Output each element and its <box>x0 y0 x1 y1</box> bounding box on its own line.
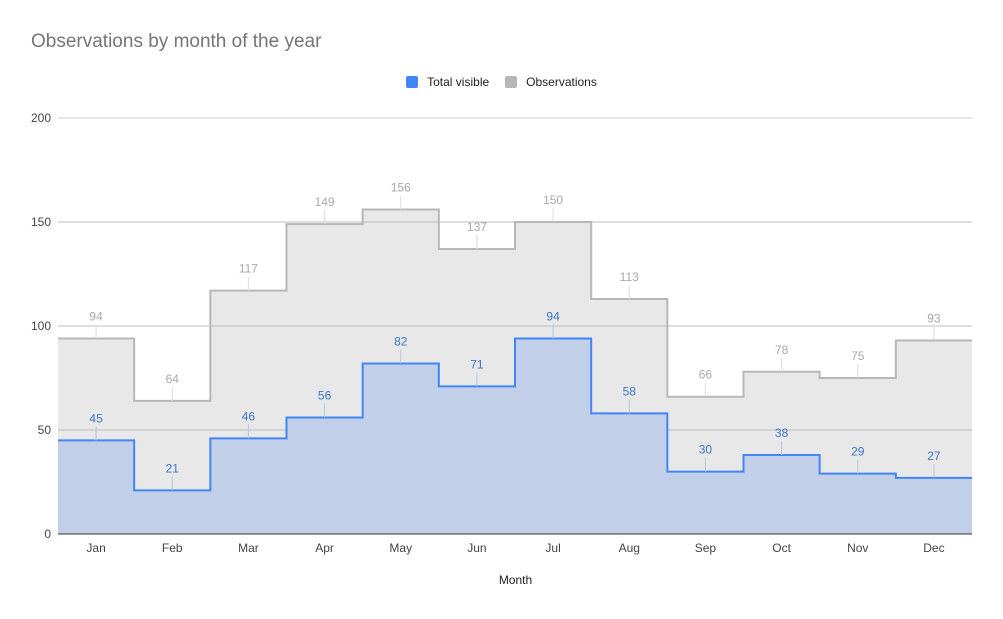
observations-data-label: 117 <box>239 262 258 276</box>
observations-data-label: 66 <box>699 368 713 382</box>
y-tick-label: 0 <box>44 527 51 541</box>
x-tick-label: Oct <box>772 541 791 555</box>
x-tick-label: Mar <box>238 541 259 555</box>
legend: Total visible Observations <box>0 75 1003 89</box>
x-tick-label: Dec <box>923 541 944 555</box>
observations-data-label: 137 <box>467 220 487 234</box>
y-tick-label: 150 <box>31 215 51 229</box>
total-visible-data-label: 58 <box>623 384 637 398</box>
legend-swatch-observations <box>505 76 518 88</box>
legend-label-total-visible: Total visible <box>427 75 490 89</box>
total-visible-data-label: 30 <box>699 443 713 457</box>
legend-item-total-visible[interactable]: Total visible <box>406 75 489 89</box>
legend-item-observations[interactable]: Observations <box>505 75 597 89</box>
total-visible-data-label: 82 <box>394 334 408 348</box>
total-visible-data-label: 71 <box>470 357 484 371</box>
legend-swatch-total-visible <box>406 76 419 88</box>
x-tick-label: Jun <box>467 541 486 555</box>
total-visible-data-label: 56 <box>318 389 332 403</box>
observations-data-label: 150 <box>543 193 563 207</box>
observations-line <box>58 208 972 402</box>
x-tick-label: Nov <box>847 541 868 555</box>
observations-data-label: 149 <box>315 195 335 209</box>
observations-data-label: 156 <box>391 181 411 195</box>
observations-data-label: 94 <box>89 309 103 323</box>
total-visible-area <box>58 338 972 534</box>
total-visible-data-label: 94 <box>546 309 560 323</box>
x-tick-label: Jan <box>86 541 105 555</box>
observations-data-label: 75 <box>851 349 865 363</box>
total-visible-data-label: 45 <box>89 411 103 425</box>
observations-data-label: 78 <box>775 343 789 357</box>
legend-label-observations: Observations <box>526 75 597 89</box>
total-visible-line <box>58 337 972 492</box>
chart-title: Observations by month of the year <box>31 31 322 52</box>
x-tick-label: Jul <box>545 541 560 555</box>
x-tick-label: Aug <box>619 541 640 555</box>
x-tick-label: Sep <box>695 541 717 555</box>
x-axis-title: Month <box>498 573 533 587</box>
x-tick-label: May <box>389 541 412 555</box>
x-tick-label: Apr <box>315 541 334 555</box>
total-visible-data-label: 38 <box>775 426 789 440</box>
total-visible-data-label: 46 <box>242 409 256 423</box>
x-tick-label: Feb <box>162 541 183 555</box>
total-visible-data-label: 21 <box>166 461 180 475</box>
observations-data-label: 113 <box>620 270 639 284</box>
y-tick-label: 50 <box>38 423 52 437</box>
total-visible-data-label: 29 <box>851 445 865 459</box>
observations-data-label: 93 <box>927 312 941 326</box>
observations-data-label: 64 <box>166 372 180 386</box>
y-tick-label: 200 <box>31 111 51 125</box>
total-visible-data-label: 27 <box>927 449 941 463</box>
y-tick-label: 100 <box>31 319 51 333</box>
